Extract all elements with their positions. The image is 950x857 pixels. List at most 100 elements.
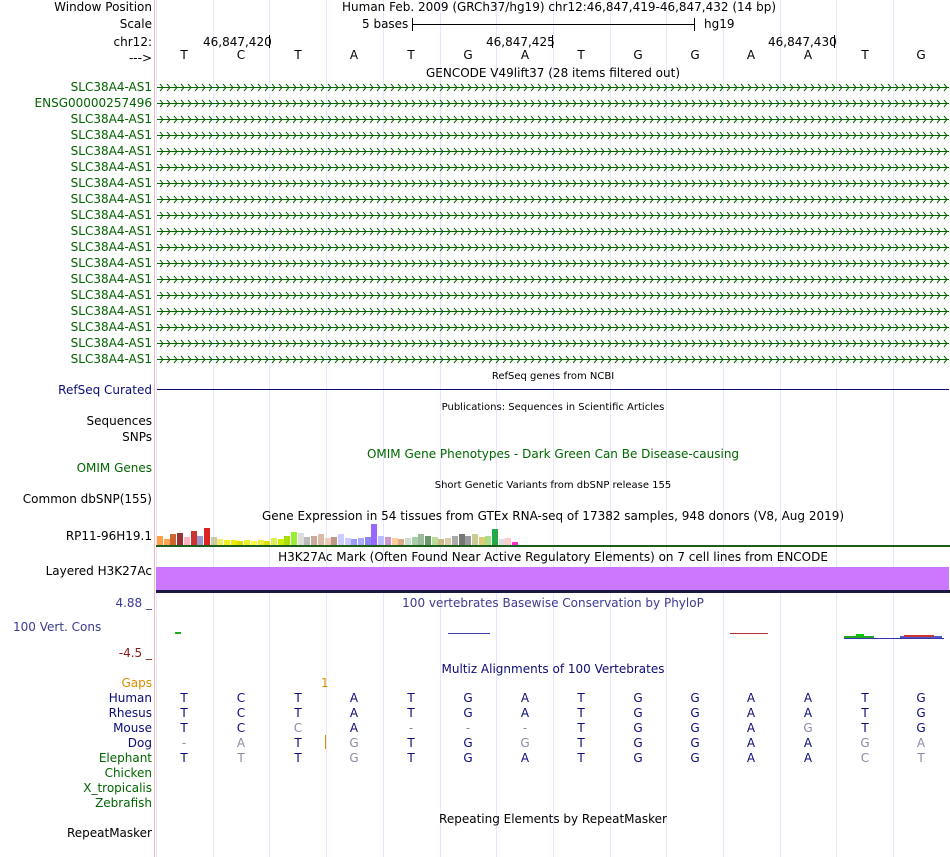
refseq-track-title[interactable]: RefSeq genes from NCBI <box>491 371 615 382</box>
gencode-item-label[interactable]: SLC38A4-AS1 <box>70 304 152 318</box>
gtex-tissue-bar[interactable] <box>445 538 452 545</box>
gtex-tissue-bar[interactable] <box>485 536 492 545</box>
gencode-item-label[interactable]: SLC38A4-AS1 <box>70 288 152 302</box>
repeatmasker-label[interactable]: RepeatMasker <box>66 826 152 840</box>
gtex-tissue-bar[interactable] <box>364 537 371 545</box>
publications-label-sequences[interactable]: Sequences <box>86 414 152 428</box>
strand-label[interactable]: ---> <box>128 51 152 65</box>
h3k27ac-signal[interactable] <box>156 567 949 590</box>
gtex-tissue-bar[interactable] <box>163 539 170 545</box>
gtex-tissue-bar[interactable] <box>277 539 284 545</box>
gtex-tissue-bar[interactable] <box>157 536 163 545</box>
gencode-item-label[interactable]: SLC38A4-AS1 <box>70 272 152 286</box>
gencode-transcript[interactable] <box>157 306 949 317</box>
gtex-tissue-bar[interactable] <box>284 536 291 545</box>
gencode-item-label[interactable]: ENSG00000257496 <box>34 96 152 110</box>
gtex-tissue-bar[interactable] <box>324 538 331 545</box>
gencode-item-label[interactable]: SLC38A4-AS1 <box>70 160 152 174</box>
publications-track-title[interactable]: Publications: Sequences in Scientific Ar… <box>441 402 665 413</box>
gtex-tissue-bar[interactable] <box>317 534 324 545</box>
gencode-transcript[interactable] <box>157 210 949 221</box>
gencode-item-label[interactable]: SLC38A4-AS1 <box>70 256 152 270</box>
gencode-transcript[interactable] <box>157 354 949 365</box>
multiz-species-label[interactable]: X_tropicalis <box>83 781 152 795</box>
gencode-transcript[interactable] <box>157 82 949 93</box>
phylop-signal[interactable] <box>156 628 950 644</box>
gtex-tissue-bar[interactable] <box>237 541 244 545</box>
gtex-tissue-bar[interactable] <box>358 538 364 545</box>
gencode-transcript[interactable] <box>157 178 949 189</box>
gtex-tissue-bar[interactable] <box>337 534 344 545</box>
gtex-tissue-bar[interactable] <box>378 536 385 545</box>
gtex-tissue-bar[interactable] <box>210 537 217 545</box>
gencode-item-label[interactable]: SLC38A4-AS1 <box>70 80 152 94</box>
gtex-tissue-bar[interactable] <box>311 536 318 545</box>
gencode-transcript[interactable] <box>157 226 949 237</box>
gtex-tissue-bar[interactable] <box>471 534 478 545</box>
multiz-species-label[interactable]: Dog <box>127 736 152 750</box>
gencode-item-label[interactable]: SLC38A4-AS1 <box>70 208 152 222</box>
gtex-tissue-bar[interactable] <box>398 539 405 545</box>
gencode-transcript[interactable] <box>157 114 949 125</box>
gencode-item-label[interactable]: SLC38A4-AS1 <box>70 112 152 126</box>
gtex-tissue-bar[interactable] <box>217 539 224 545</box>
omim-label[interactable]: OMIM Genes <box>76 461 152 475</box>
gtex-tissue-bar[interactable] <box>183 537 190 545</box>
gtex-tissue-bar[interactable] <box>304 537 311 545</box>
gtex-tissue-bar[interactable] <box>344 538 351 545</box>
gtex-tissue-bar[interactable] <box>224 540 230 545</box>
gtex-tissue-bar[interactable] <box>411 537 418 545</box>
gtex-tissue-bar[interactable] <box>512 542 519 545</box>
gtex-label[interactable]: RP11-96H19.1 <box>65 529 152 543</box>
refseq-gene-line[interactable] <box>157 389 949 390</box>
multiz-species-label[interactable]: Elephant <box>98 751 152 765</box>
gencode-transcript[interactable] <box>157 258 949 269</box>
gtex-tissue-bar[interactable] <box>371 524 378 545</box>
gencode-item-label[interactable]: SLC38A4-AS1 <box>70 336 152 350</box>
gencode-item-label[interactable]: SLC38A4-AS1 <box>70 352 152 366</box>
gtex-tissue-bar[interactable] <box>478 537 485 545</box>
gtex-tissue-bar[interactable] <box>177 533 184 545</box>
gtex-tissue-bar[interactable] <box>297 533 304 545</box>
gtex-tissue-bar[interactable] <box>170 534 177 545</box>
gtex-tissue-bar[interactable] <box>418 534 425 545</box>
gtex-tissue-bar[interactable] <box>425 536 431 545</box>
gtex-tissue-bar[interactable] <box>331 537 338 545</box>
refseq-label[interactable]: RefSeq Curated <box>58 383 152 397</box>
phylop-label[interactable]: 100 Vert. Cons <box>13 620 102 634</box>
gtex-tissue-bar[interactable] <box>458 534 465 545</box>
gtex-track-title[interactable]: Gene Expression in 54 tissues from GTEx … <box>261 509 845 523</box>
publications-label-snps[interactable]: SNPs <box>122 430 152 444</box>
gtex-tissue-bar[interactable] <box>264 541 271 545</box>
gencode-track-title[interactable]: GENCODE V49lift37 (28 items filtered out… <box>425 66 680 80</box>
dbsnp-label[interactable]: Common dbSNP(155) <box>22 492 152 506</box>
gtex-tissue-bar[interactable] <box>492 529 498 545</box>
gtex-tissue-bar[interactable] <box>190 531 197 545</box>
repeatmasker-track-title[interactable]: Repeating Elements by RepeatMasker <box>439 812 667 826</box>
gtex-tissue-bar[interactable] <box>465 536 472 545</box>
gtex-tissue-bar[interactable] <box>351 539 358 545</box>
gencode-item-label[interactable]: SLC38A4-AS1 <box>70 240 152 254</box>
gencode-transcript[interactable] <box>157 146 949 157</box>
gencode-transcript[interactable] <box>157 194 949 205</box>
gencode-item-label[interactable]: SLC38A4-AS1 <box>70 320 152 334</box>
gencode-item-label[interactable]: SLC38A4-AS1 <box>70 224 152 238</box>
h3k27ac-track-title[interactable]: H3K27Ac Mark (Often Found Near Active Re… <box>278 550 828 564</box>
gtex-tissue-bar[interactable] <box>438 539 445 545</box>
gtex-tissue-bar[interactable] <box>230 540 237 545</box>
multiz-species-label[interactable]: Human <box>108 691 152 705</box>
multiz-species-label[interactable]: Mouse <box>113 721 152 735</box>
gencode-transcript[interactable] <box>157 338 949 349</box>
gencode-transcript[interactable] <box>157 322 949 333</box>
gencode-transcript[interactable] <box>157 242 949 253</box>
gtex-tissue-bar[interactable] <box>431 537 438 545</box>
gencode-transcript[interactable] <box>157 162 949 173</box>
gtex-tissue-bar[interactable] <box>197 536 204 545</box>
gtex-tissue-bar[interactable] <box>244 540 251 545</box>
multiz-track-title[interactable]: Multiz Alignments of 100 Vertebrates <box>441 662 665 676</box>
gtex-tissue-bar[interactable] <box>505 538 512 545</box>
gencode-transcript[interactable] <box>157 98 949 109</box>
gencode-item-label[interactable]: SLC38A4-AS1 <box>70 176 152 190</box>
multiz-species-label[interactable]: Rhesus <box>108 706 152 720</box>
gencode-transcript[interactable] <box>157 274 949 285</box>
